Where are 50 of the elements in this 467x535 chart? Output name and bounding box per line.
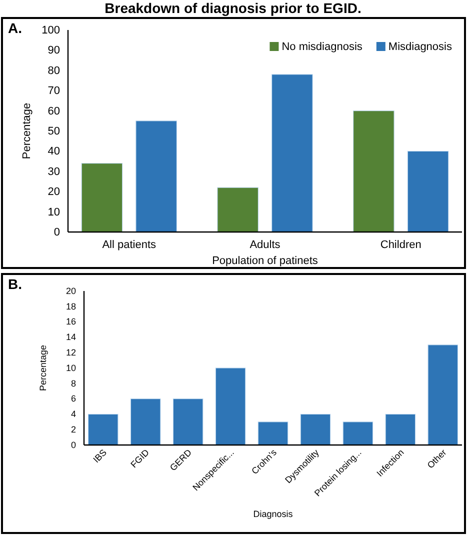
x-tick-label: All patients <box>102 239 157 251</box>
y-axis-title: Percentage <box>21 102 33 160</box>
y-tick-label: 90 <box>48 44 60 57</box>
y-tick-label: 10 <box>66 362 76 373</box>
x-axis-title: Population of patinets <box>212 255 318 267</box>
y-tick-label: 40 <box>48 146 60 158</box>
y-tick-label: 20 <box>66 286 76 296</box>
x-tick-label: Adults <box>250 239 281 251</box>
bar <box>300 414 331 446</box>
y-tick-label: 80 <box>48 64 60 77</box>
y-tick-label: 16 <box>66 316 76 327</box>
text: B. <box>8 276 22 292</box>
y-tick-label: 0 <box>54 226 60 239</box>
bar <box>258 422 288 446</box>
y-tick-label: 100 <box>42 24 60 37</box>
y-tick-label: 0 <box>70 440 76 450</box>
y-tick-label: 8 <box>70 378 76 388</box>
bar <box>136 120 177 232</box>
bar <box>217 187 259 232</box>
bar <box>271 74 313 232</box>
bar <box>130 398 161 446</box>
legend-label: No misdiagnosis <box>282 41 363 53</box>
bar <box>407 150 449 232</box>
text: A. <box>8 20 22 36</box>
y-tick-label: 70 <box>48 85 60 98</box>
y-tick-label: 6 <box>70 394 76 404</box>
y-tick-label: 4 <box>70 409 76 420</box>
bar <box>353 110 394 232</box>
chart-title: Breakdown of diagnosis prior to EGID. <box>104 0 362 16</box>
bar <box>215 368 246 446</box>
bar <box>88 414 118 446</box>
bar <box>81 163 123 232</box>
bar <box>385 414 416 446</box>
y-tick-label: 60 <box>48 105 60 118</box>
y-tick-label: 30 <box>48 166 60 178</box>
y-axis-title: Percentage <box>38 344 48 392</box>
y-tick-label: 12 <box>66 347 76 358</box>
y-tick-label: 18 <box>66 301 76 312</box>
bar <box>342 422 374 446</box>
bar <box>172 398 204 446</box>
x-axis-title: Diagnosis <box>253 509 294 519</box>
x-tick-label: Children <box>380 239 422 251</box>
y-tick-label: 14 <box>66 332 76 342</box>
legend-label: Misdiagnosis <box>388 41 452 53</box>
y-tick-label: 10 <box>48 206 60 218</box>
bar <box>428 344 458 446</box>
y-tick-label: 2 <box>70 424 76 434</box>
x-tick-label: IBS <box>91 447 109 465</box>
y-tick-label: 20 <box>48 186 60 198</box>
y-tick-label: 50 <box>48 126 60 138</box>
